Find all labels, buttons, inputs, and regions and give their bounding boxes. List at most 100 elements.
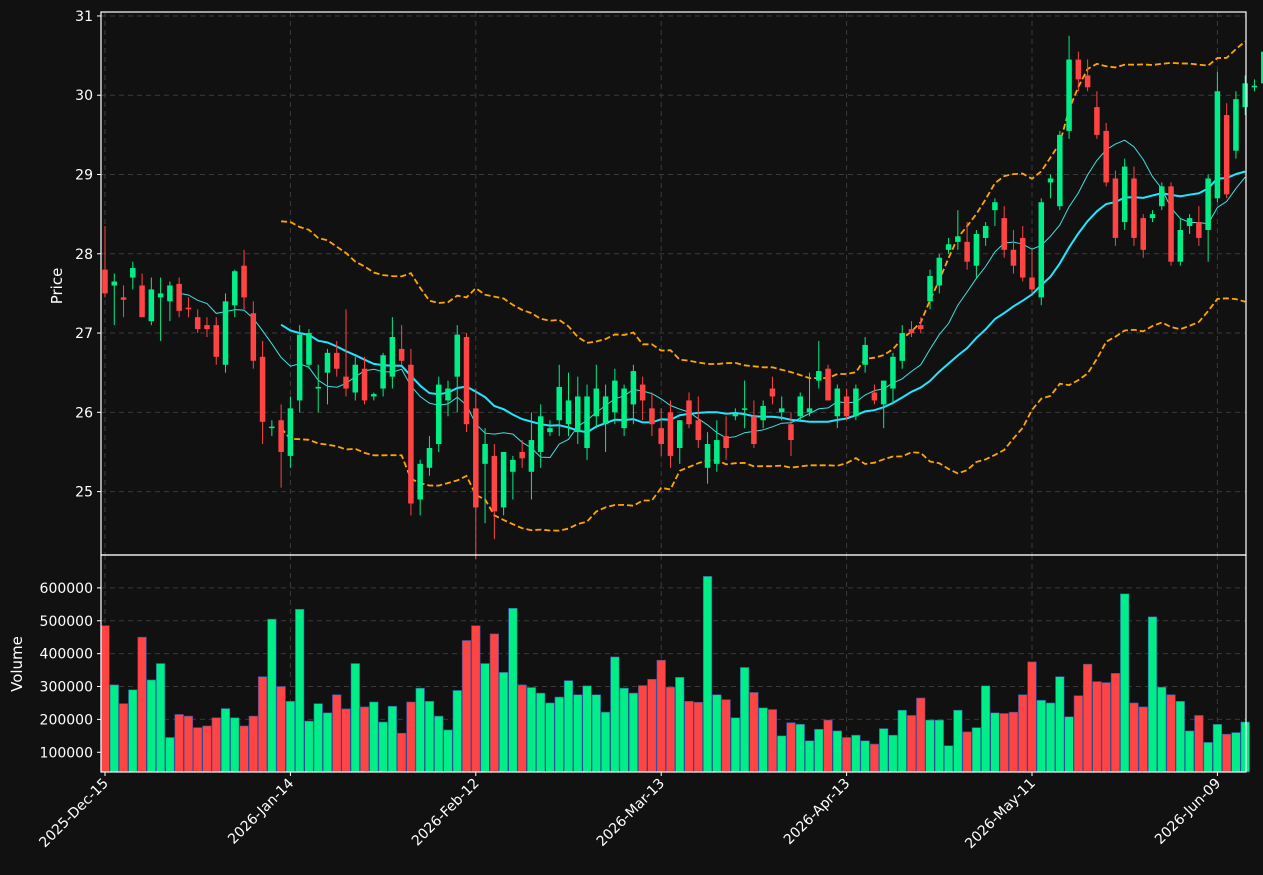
- volume-bar: [777, 735, 787, 773]
- candle-body: [324, 352, 331, 373]
- candle-body: [741, 408, 748, 410]
- volume-bar: [981, 685, 991, 773]
- volume-bar: [1147, 616, 1158, 773]
- candle: [880, 380, 887, 429]
- x-tick-label: 2026-Jun-09: [1152, 776, 1224, 848]
- volume-y-ticks: 100000 200000 300000 400000 500000 600000: [40, 581, 101, 761]
- candle-body: [1149, 214, 1156, 219]
- candle-body: [1177, 229, 1184, 262]
- volume-bar: [526, 687, 537, 773]
- volume-tick-label: 400000: [40, 647, 93, 663]
- candle-body: [593, 388, 600, 417]
- candle: [102, 226, 108, 298]
- volume-bar: [740, 667, 750, 773]
- candle: [639, 376, 646, 421]
- volume-bar: [406, 701, 416, 773]
- volume-bar: [916, 697, 926, 773]
- candle: [1103, 122, 1109, 187]
- volume-bar: [267, 618, 277, 773]
- candle: [510, 455, 516, 500]
- candle-body: [500, 451, 507, 508]
- candle-body: [723, 436, 729, 448]
- volume-bar: [600, 711, 611, 773]
- volume-bar: [906, 715, 917, 773]
- candle: [751, 400, 757, 448]
- candle: [853, 384, 859, 421]
- candle-body: [352, 364, 359, 393]
- candle-body: [473, 408, 479, 508]
- volume-bar: [489, 633, 499, 773]
- volume-bar: [1055, 676, 1065, 773]
- candle-body: [269, 426, 275, 429]
- candle-body: [259, 356, 266, 422]
- candle: [463, 333, 470, 433]
- candle-body: [908, 329, 915, 334]
- volume-bar: [656, 659, 666, 773]
- volume-bar: [851, 734, 861, 773]
- x-ticks: 2025-Dec-15 2026-Jan-14 2026-Feb-12 2026-Ma…: [36, 772, 1224, 852]
- candle-body: [454, 334, 461, 377]
- candle: [982, 222, 989, 246]
- candle-body: [1242, 83, 1248, 108]
- volume-tick-label: 600000: [40, 581, 93, 597]
- volume-bar: [767, 709, 778, 773]
- candle: [936, 253, 943, 294]
- candle: [528, 412, 535, 500]
- candle-body: [936, 257, 943, 286]
- candle: [130, 261, 136, 290]
- candle: [704, 432, 711, 484]
- candle: [667, 400, 674, 468]
- volume-bar: [814, 728, 824, 773]
- candle: [945, 237, 952, 254]
- candle-body: [639, 384, 646, 401]
- candle-body: [1103, 130, 1109, 183]
- price-tick-label: 25: [75, 485, 93, 501]
- candle: [1057, 130, 1063, 211]
- candle-body: [343, 376, 349, 389]
- candle-body: [1010, 249, 1017, 266]
- candle-body: [964, 241, 970, 262]
- candle-body: [445, 388, 451, 401]
- volume-bar: [285, 701, 296, 773]
- candle-body: [232, 271, 238, 306]
- candle-body: [148, 289, 155, 322]
- candle: [417, 459, 423, 516]
- candle-body: [890, 356, 896, 389]
- volume-bar: [1231, 732, 1241, 773]
- candle: [816, 340, 822, 389]
- candle: [825, 364, 831, 401]
- candle-body: [992, 202, 998, 211]
- candle: [955, 210, 961, 250]
- candle: [760, 400, 766, 429]
- candle: [454, 325, 461, 413]
- volume-bar: [443, 729, 453, 773]
- candle: [269, 420, 275, 437]
- candles: [102, 35, 1263, 559]
- candle: [899, 325, 905, 369]
- volume-bar: [582, 685, 592, 773]
- candle-body: [528, 440, 535, 472]
- candle-body: [667, 412, 674, 456]
- candle: [686, 392, 692, 429]
- volume-bar: [999, 713, 1009, 773]
- candle: [714, 420, 720, 472]
- volume-bar: [536, 692, 546, 773]
- candle: [649, 392, 655, 437]
- candle-body: [426, 447, 433, 468]
- price-panel-frame: [100, 11, 1247, 556]
- candle-body: [658, 428, 664, 445]
- candle: [862, 337, 868, 373]
- candle-body: [157, 293, 164, 298]
- candle-body: [371, 394, 377, 397]
- candle: [769, 376, 776, 405]
- volume-tick-label: 100000: [40, 745, 93, 761]
- candle: [992, 198, 998, 227]
- candle: [445, 380, 451, 417]
- candle: [575, 376, 581, 445]
- candle: [1196, 206, 1202, 246]
- candle-body: [676, 420, 683, 448]
- candle: [612, 368, 618, 425]
- volume-bar: [1073, 695, 1083, 773]
- volume-bar: [990, 712, 1000, 773]
- volume-bar: [1240, 721, 1250, 773]
